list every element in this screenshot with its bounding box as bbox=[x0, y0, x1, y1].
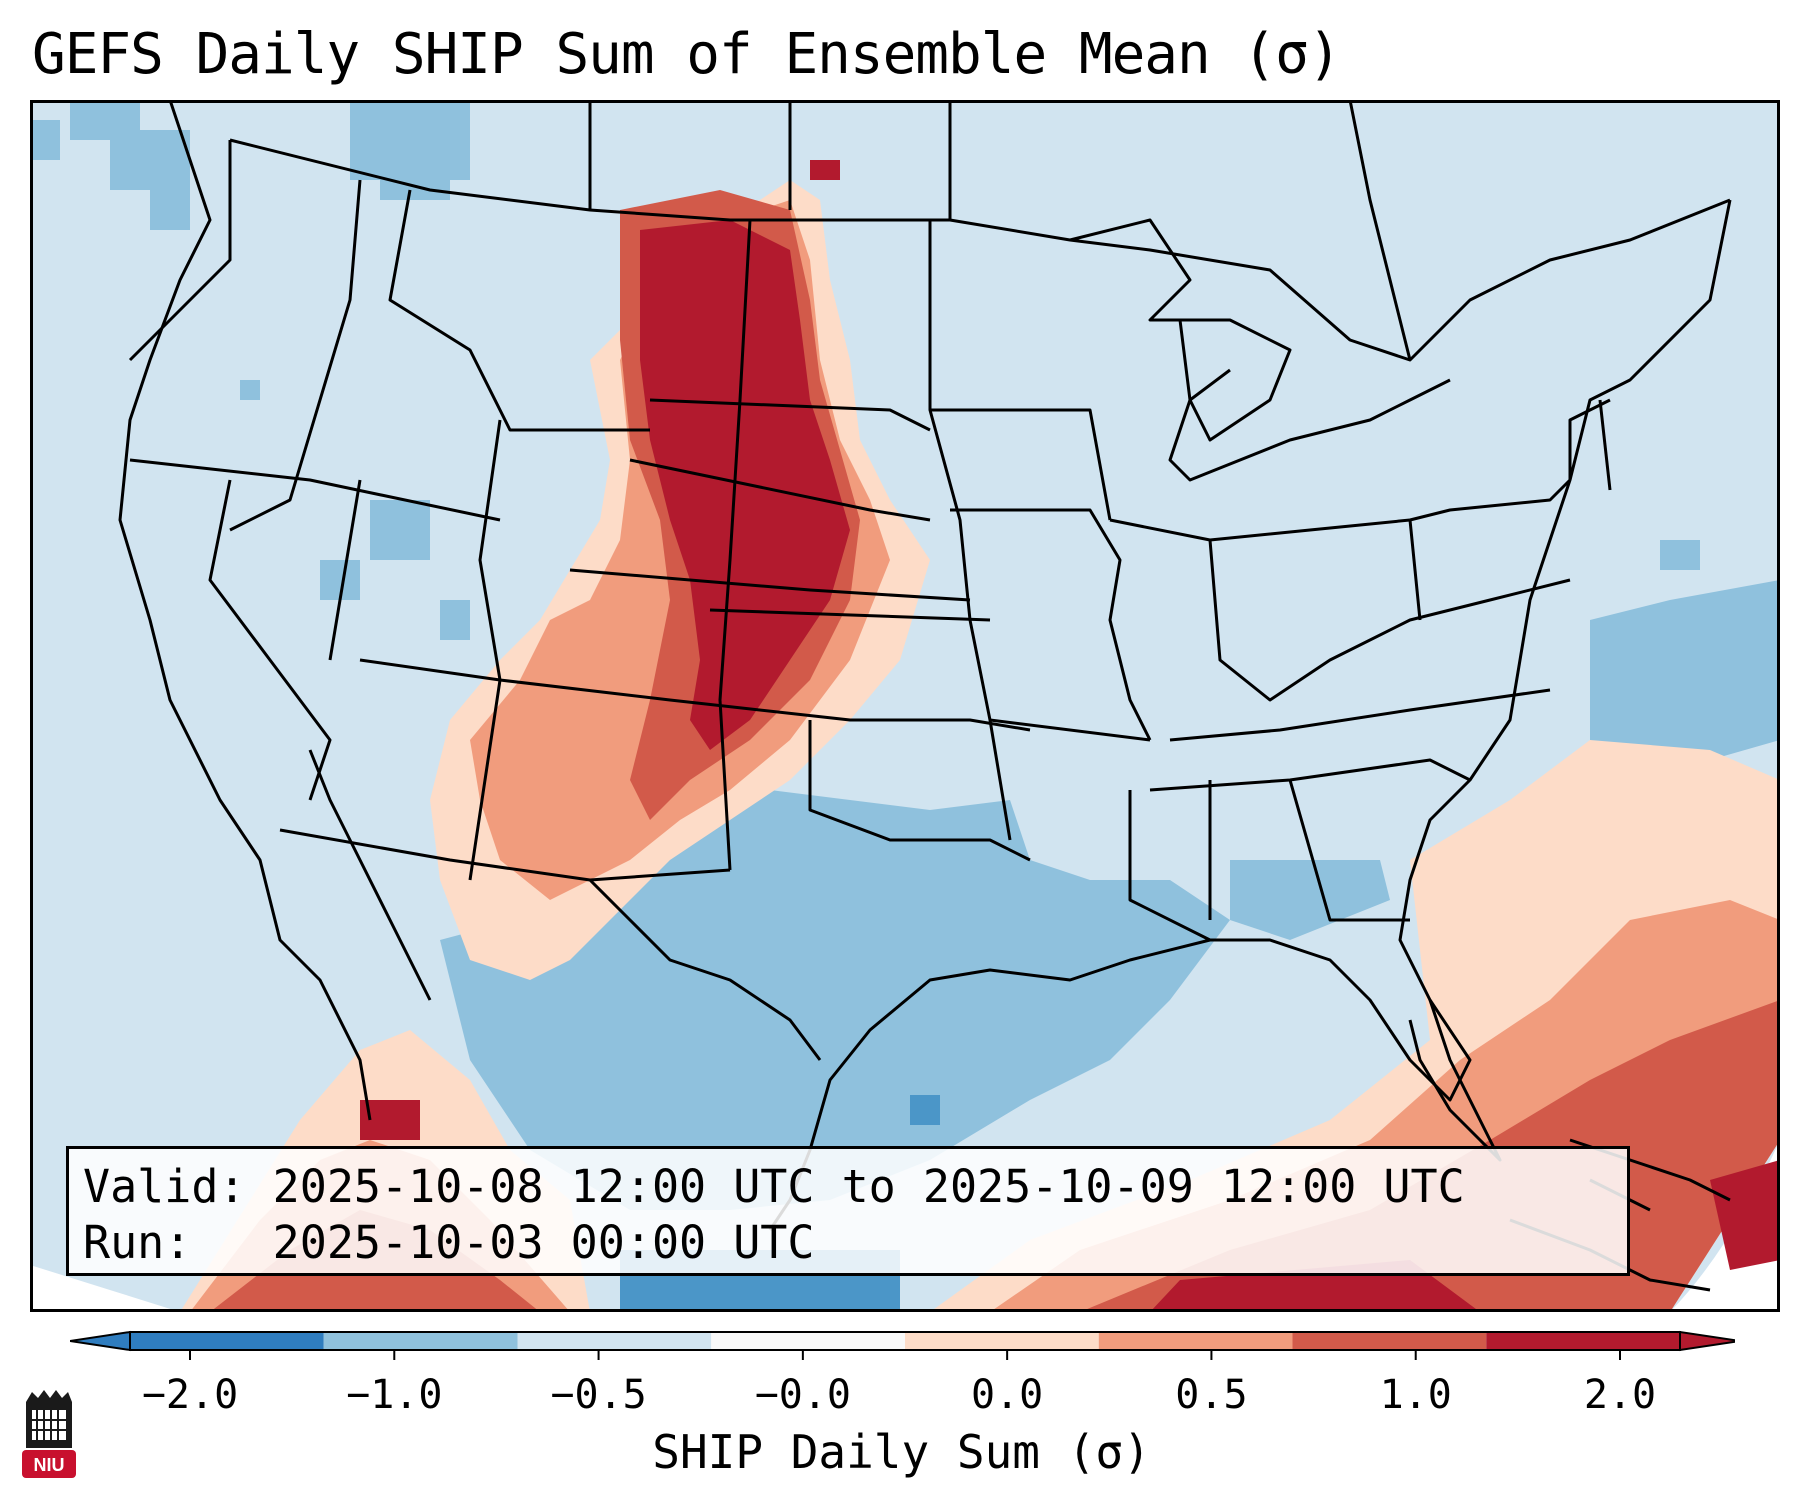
state-line-east-4 bbox=[1128, 790, 1211, 942]
boundaries bbox=[118, 100, 1732, 1292]
colorbar-segment bbox=[711, 1332, 905, 1350]
run-line: Run: 2025-10-03 00:00 UTC bbox=[83, 1216, 815, 1269]
canada-max-cell bbox=[810, 160, 840, 180]
state-line-east-2 bbox=[1169, 688, 1551, 742]
state-line-east-6 bbox=[1288, 779, 1410, 922]
domain-edge-right bbox=[1670, 1140, 1780, 1312]
colorbar-segment bbox=[1486, 1332, 1680, 1350]
state-line-ne-1 bbox=[1568, 398, 1611, 480]
state-line-central-4 bbox=[989, 718, 1151, 742]
state-line-west-1 bbox=[128, 140, 232, 362]
map-panel bbox=[30, 100, 1780, 1312]
valid-time-box: Valid: 2025-10-08 12:00 UTC to 2025-10-0… bbox=[66, 1146, 1630, 1276]
state-line-central-1 bbox=[928, 220, 1012, 841]
domain-edge-left bbox=[30, 1265, 180, 1312]
state-line-nv-ca bbox=[208, 479, 332, 801]
state-line-west-2 bbox=[229, 179, 362, 532]
se-negative-patches bbox=[1230, 860, 1390, 940]
colorbar-tick-label: −2.0 bbox=[142, 1372, 238, 1418]
colorbar-segment bbox=[1098, 1332, 1293, 1350]
colorbar-segments bbox=[70, 1330, 1735, 1352]
state-line-canada-east bbox=[1348, 100, 1412, 361]
baja-coast bbox=[308, 749, 432, 1001]
colorbar-label: SHIP Daily Sum (σ) bbox=[652, 1425, 1151, 1479]
colorbar-tick-label: −0.5 bbox=[550, 1372, 646, 1418]
state-line-central-2 bbox=[930, 408, 1112, 521]
coastline-west bbox=[118, 100, 372, 1121]
colorbar-segment bbox=[130, 1332, 324, 1350]
state-line-plains-2 bbox=[629, 458, 931, 522]
state-line-ok-tx bbox=[808, 720, 1031, 862]
niu-logo-icon: NIU bbox=[22, 1390, 76, 1478]
state-line-east-9 bbox=[1409, 478, 1572, 522]
us-canada-border bbox=[229, 138, 1731, 362]
colorbar-extend-high bbox=[1679, 1330, 1735, 1352]
great-lakes bbox=[1069, 218, 1451, 482]
colorbar: −2.0 −1.0 −0.5 −0.0 0.0 0.5 1.0 2.0 bbox=[70, 1330, 1735, 1418]
valid-line: Valid: 2025-10-08 12:00 UTC to 2025-10-0… bbox=[83, 1160, 1465, 1213]
state-line-plains-3 bbox=[569, 568, 971, 602]
state-line-plains-1 bbox=[649, 398, 931, 432]
colorbar-segment bbox=[323, 1332, 518, 1350]
colorbar-ticks: −2.0 −1.0 −0.5 −0.0 0.0 0.5 1.0 2.0 bbox=[142, 1350, 1656, 1418]
colorbar-tick-label: −0.0 bbox=[755, 1372, 851, 1418]
state-line-ne-2 bbox=[1598, 399, 1612, 491]
state-line-tx-west bbox=[589, 868, 731, 882]
state-line-utah-az bbox=[359, 658, 1031, 732]
colorbar-tick-label: 0.5 bbox=[1175, 1372, 1247, 1418]
east-coast bbox=[1210, 199, 1732, 1102]
colorbar-segment bbox=[905, 1332, 1099, 1350]
state-line-east-8 bbox=[1408, 519, 1422, 621]
atlantic-negative-cell bbox=[1660, 540, 1700, 570]
map-title: GEFS Daily SHIP Sum of Ensemble Mean (σ) bbox=[32, 22, 1342, 87]
state-line-east-1 bbox=[1109, 518, 1411, 542]
state-line-montana-north bbox=[388, 189, 650, 432]
colorbar-frame bbox=[129, 1331, 1681, 1351]
state-line-divider-2 bbox=[468, 419, 502, 881]
colorbar-segment bbox=[1292, 1332, 1487, 1350]
state-line-plains-4 bbox=[709, 608, 991, 622]
state-line-nevada bbox=[129, 458, 501, 522]
colorbar-tick-label: −1.0 bbox=[346, 1372, 442, 1418]
colorbar-tick-label: 2.0 bbox=[1584, 1372, 1656, 1418]
map-border bbox=[30, 100, 1780, 1312]
state-line-divider-3 bbox=[718, 219, 752, 871]
gulf-negative-area bbox=[440, 790, 1230, 1210]
state-line-central-3 bbox=[950, 508, 1152, 741]
svg-text:NIU: NIU bbox=[34, 1455, 65, 1475]
map-svg bbox=[30, 100, 1780, 1312]
caribbean-max-positive bbox=[1710, 1160, 1780, 1270]
state-line-east-7 bbox=[1208, 539, 1571, 702]
colorbar-tick-label: 1.0 bbox=[1380, 1372, 1452, 1418]
state-line-east-3 bbox=[1149, 758, 1471, 792]
state-line-divider-1 bbox=[328, 479, 362, 661]
colorbar-tick-label: 0.0 bbox=[971, 1372, 1043, 1418]
colorbar-segment bbox=[517, 1332, 712, 1350]
colorbar-extend-low bbox=[70, 1330, 131, 1352]
gulf-darker-cell bbox=[910, 1095, 940, 1125]
